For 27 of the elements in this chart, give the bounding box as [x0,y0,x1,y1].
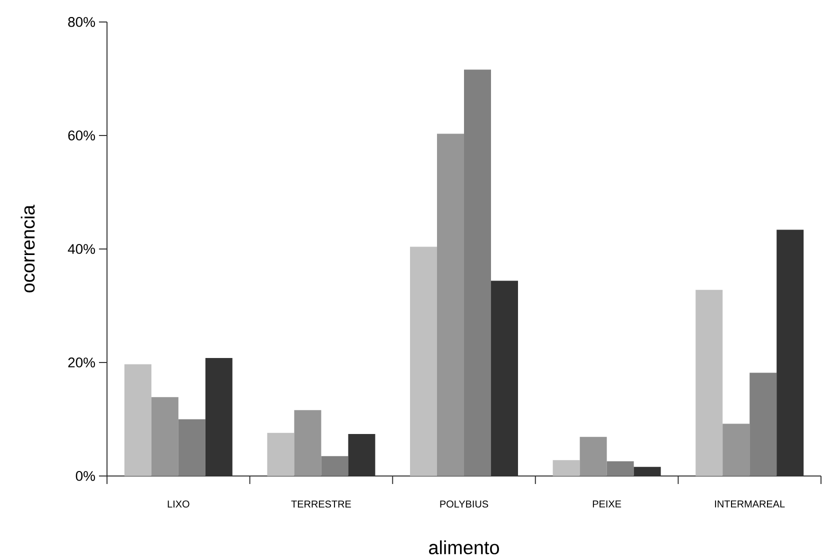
bar [410,246,438,476]
bar [321,456,348,476]
bar [722,424,750,476]
bar [294,410,322,476]
bar [750,372,777,476]
y-tick-label: 0% [76,471,95,481]
x-tick-label: INTERMAREAL [715,500,785,508]
y-tick-label: 80% [68,17,95,27]
bar [696,290,723,476]
bar [151,397,178,476]
bar [437,134,464,476]
bar [267,432,294,476]
x-tick-label: TERRESTRE [291,500,351,508]
y-tick-label: 60% [68,130,95,140]
bar [580,436,607,476]
x-tick-label: PEIXE [592,500,622,508]
y-tick-label: 20% [68,358,95,368]
x-tick-label: POLYBIUS [440,500,488,508]
x-axis-title: alimento [429,540,499,554]
bar [552,460,580,476]
x-tick-label: LIXO [168,500,190,508]
y-tick-label: 40% [68,244,95,254]
bar [124,364,152,476]
bar [178,419,206,476]
bar [606,461,634,476]
y-axis-title: ocorrencia [20,204,35,292]
bar [464,70,492,476]
